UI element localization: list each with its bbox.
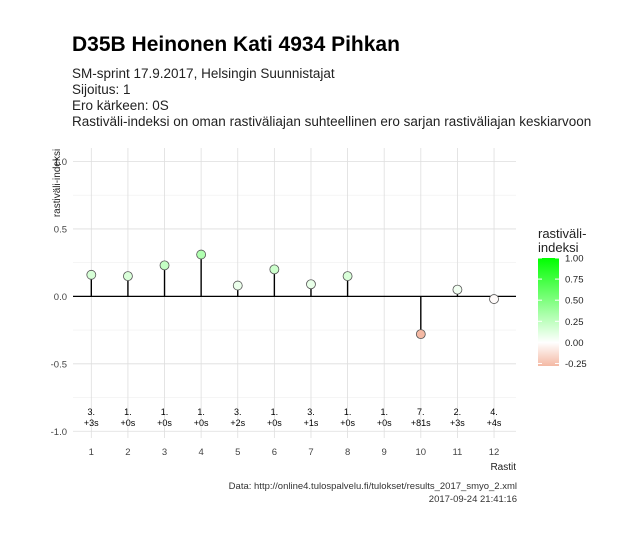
data-source-caption: Data: http://online4.tulospalvelu.fi/tul…	[228, 481, 517, 492]
y-axis-title: rastiväli-indeksi	[52, 149, 63, 217]
legend-tick-label: 0.00	[565, 338, 584, 349]
point-label-rank: 1.	[271, 407, 279, 417]
data-point	[342, 271, 353, 282]
point-label-rank: 1.	[380, 407, 388, 417]
x-tick-label: 12	[489, 447, 500, 458]
data-point	[489, 294, 499, 304]
subtitle-line-4: Rastiväli-indeksi on oman rastiväliajan …	[72, 114, 592, 129]
x-tick-label: 11	[452, 447, 462, 458]
data-point	[415, 329, 426, 340]
y-tick-label: -0.5	[51, 359, 67, 370]
timestamp-caption: 2017-09-24 21:41:16	[428, 494, 517, 505]
point-label-diff: +4s	[487, 418, 502, 428]
y-tick-label: 1.0	[54, 157, 67, 168]
point-label-diff: +0s	[340, 418, 355, 428]
point-label-diff: +0s	[267, 418, 282, 428]
data-point	[159, 260, 170, 271]
legend-title-line-2: indeksi	[538, 240, 579, 255]
x-tick-label: 3	[162, 447, 167, 458]
point-label-rank: 3.	[307, 407, 315, 417]
y-tick-label: 0.5	[54, 224, 67, 235]
chart-title: D35B Heinonen Kati 4934 Pihkan	[72, 33, 400, 56]
x-tick-label: 6	[272, 447, 277, 458]
point-label-diff: +81s	[411, 418, 431, 428]
data-point	[123, 271, 133, 282]
legend-tick-label: 0.50	[565, 296, 584, 307]
data-point	[232, 280, 243, 291]
point-label-rank: 1.	[344, 407, 352, 417]
point-label-diff: +3s	[84, 418, 99, 428]
point-label-diff: +0s	[157, 418, 172, 428]
y-tick-label: -1.0	[51, 427, 67, 438]
legend-title-line-1: rastiväli-	[538, 226, 586, 241]
data-point	[452, 284, 463, 295]
x-tick-label: 10	[416, 447, 427, 458]
point-label-rank: 3.	[88, 407, 96, 417]
point-label-rank: 4.	[490, 407, 498, 417]
data-point	[269, 264, 280, 275]
point-label-diff: +0s	[194, 418, 209, 428]
point-label-rank: 1.	[197, 407, 205, 417]
legend-tick-label: 0.25	[565, 317, 584, 328]
point-label-rank: 3.	[234, 407, 242, 417]
x-tick-label: 9	[382, 447, 387, 458]
point-label-diff: +3s	[450, 418, 465, 428]
x-tick-label: 2	[125, 447, 130, 458]
point-label-diff: +0s	[121, 418, 136, 428]
point-label-diff: +2s	[230, 418, 245, 428]
point-label-rank: 2.	[454, 407, 462, 417]
x-tick-label: 7	[308, 447, 313, 458]
point-label-rank: 7.	[417, 407, 425, 417]
x-tick-label: 4	[198, 447, 203, 458]
subtitle-line-3: Ero kärkeen: 0S	[72, 98, 169, 113]
x-axis-title: Rastit	[490, 462, 516, 473]
subtitle-line-1: SM-sprint 17.9.2017, Helsingin Suunnista…	[72, 66, 335, 81]
x-tick-label: 8	[345, 447, 350, 458]
legend-tick-label: 1.00	[565, 254, 584, 265]
point-label-rank: 1.	[161, 407, 169, 417]
point-label-diff: +0s	[377, 418, 392, 428]
x-tick-label: 1	[89, 447, 94, 458]
legend-colorbar	[538, 258, 559, 366]
point-label-rank: 1.	[124, 407, 132, 417]
legend-tick-label: -0.25	[565, 359, 587, 370]
data-point	[306, 279, 316, 290]
legend-tick-label: 0.75	[565, 275, 584, 286]
data-point	[86, 269, 97, 280]
y-tick-label: 0.0	[54, 292, 67, 303]
point-label-diff: +1s	[304, 418, 319, 428]
data-point	[196, 249, 207, 260]
subtitle-line-2: Sijoitus: 1	[72, 82, 131, 97]
x-tick-label: 5	[235, 447, 240, 458]
